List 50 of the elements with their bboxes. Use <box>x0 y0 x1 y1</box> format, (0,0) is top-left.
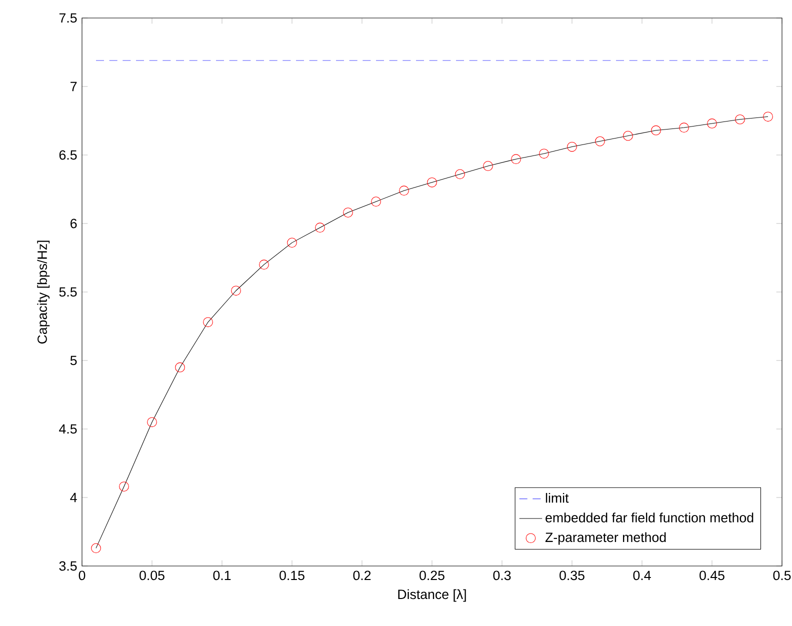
x-tick-label: 0.3 <box>493 570 511 580</box>
y-tick-label: 4 <box>70 492 77 502</box>
point <box>427 177 437 188</box>
x-tick-label: 0 <box>78 570 86 580</box>
y-tick-label: 6.5 <box>59 150 77 160</box>
y-tick-label: 3.5 <box>59 561 77 571</box>
x-tick-label: 0.1 <box>213 570 231 580</box>
x-tick-label: 0.2 <box>353 570 371 580</box>
x-axis-title: Distance [λ] <box>398 589 466 602</box>
point <box>567 142 577 152</box>
legend-label: limit <box>546 492 569 503</box>
point <box>343 208 353 218</box>
point <box>175 362 185 372</box>
point <box>371 196 381 207</box>
point <box>735 114 745 124</box>
x-tick-label: 0.35 <box>560 570 584 580</box>
legend-label: embedded far field function method <box>546 512 754 522</box>
point <box>119 482 129 492</box>
point <box>511 154 521 164</box>
x-tick-label: 0.45 <box>700 570 724 580</box>
point <box>455 169 465 180</box>
x-tick-label: 0.25 <box>420 570 444 580</box>
point <box>623 130 633 141</box>
x-tick-label: 0.05 <box>140 570 164 580</box>
point <box>147 417 157 428</box>
point <box>539 148 549 159</box>
point <box>287 238 297 248</box>
y-tick-label: 5 <box>70 356 77 366</box>
point <box>595 136 605 146</box>
point <box>259 260 269 270</box>
y-axis-title: Capacity [bps/Hz] <box>37 240 50 344</box>
point <box>315 222 325 233</box>
point <box>399 186 409 196</box>
point <box>483 161 493 171</box>
y-tick-label: 6 <box>70 218 77 228</box>
x-tick-label: 0.4 <box>633 570 651 580</box>
point <box>231 286 241 296</box>
x-tick-label: 0.15 <box>280 570 304 580</box>
point <box>651 125 661 136</box>
point <box>707 118 717 128</box>
x-tick-label: 0.5 <box>773 570 791 580</box>
legend-label: Z-parameter method <box>545 532 666 545</box>
point <box>91 543 101 554</box>
y-tick-label: 7.5 <box>59 13 77 23</box>
y-tick-label: 7 <box>70 82 77 92</box>
y-tick-label: 5.5 <box>59 287 77 297</box>
point <box>763 112 773 122</box>
point <box>679 122 689 133</box>
y-tick-label: 4.5 <box>59 424 77 434</box>
point <box>203 317 213 328</box>
